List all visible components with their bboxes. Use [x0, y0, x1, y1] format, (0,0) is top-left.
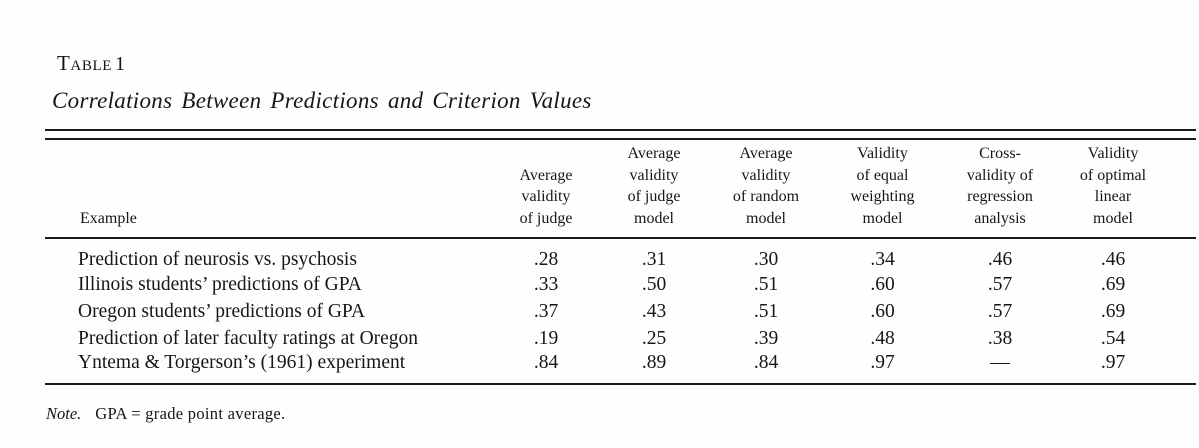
cell-value: .69 [1100, 273, 1126, 295]
cell-value: .25 [641, 327, 667, 349]
cell-value: .57 [987, 300, 1013, 322]
cell-value: .51 [753, 300, 779, 322]
cell-value: .60 [870, 273, 895, 295]
cell-value: .97 [870, 352, 895, 374]
cell-value: .89 [641, 352, 667, 374]
cell-value: .19 [533, 327, 559, 349]
column-header-cross-validity-of-regression-analysis: Cross- validity of regression analysis [942, 143, 1058, 240]
cell-value: .84 [753, 352, 779, 374]
table-row: Prediction of neurosis vs. psychosis .28… [45, 238, 1196, 271]
table-note: Note. GPA = grade point average. [46, 404, 285, 424]
cell-value: .43 [641, 300, 667, 322]
cell-value: .84 [533, 352, 559, 374]
cell-value: .31 [641, 249, 667, 271]
table-row: Illinois students’ predictions of GPA .3… [45, 271, 1196, 298]
row-label: Illinois students’ predictions of GPA [78, 273, 362, 295]
header-row: Example Average validity of judge Averag… [45, 143, 1196, 240]
row-label: Yntema & Torgerson’s (1961) experiment [78, 352, 406, 374]
table-body: Prediction of neurosis vs. psychosis .28… [45, 238, 1196, 384]
cell-value: .38 [987, 327, 1013, 349]
cell-value: .69 [1100, 300, 1126, 322]
column-header-average-validity-of-judge-model: Average validity of judge model [599, 143, 709, 240]
table-number: 1 [115, 53, 126, 75]
top-double-rule [45, 129, 1196, 140]
cell-value: .33 [533, 273, 559, 295]
row-label: Prediction of later faculty ratings at O… [78, 327, 419, 349]
cell-value: .57 [987, 273, 1013, 295]
cell-value: .28 [533, 249, 559, 271]
table-title: Correlations Between Predictions and Cri… [52, 88, 592, 113]
note-prefix: Note. [46, 404, 82, 423]
note-text: GPA = grade point average. [95, 404, 286, 423]
cell-value: .54 [1100, 327, 1126, 349]
column-header-validity-of-optimal-linear-model: Validity of optimal linear model [1058, 143, 1196, 240]
column-header-validity-of-equal-weighting-model: Validity of equal weighting model [823, 143, 942, 240]
cell-value: — [990, 352, 1010, 374]
cell-value: .60 [870, 300, 895, 322]
column-header-example: Example [45, 143, 493, 240]
cell-value: .30 [753, 249, 779, 271]
cell-value: .37 [533, 300, 559, 322]
table-label-word: Table [57, 51, 112, 75]
cell-value: .50 [641, 273, 667, 295]
row-label: Oregon students’ predictions of GPA [78, 300, 366, 322]
table-header: Example Average validity of judge Averag… [45, 143, 1196, 240]
column-header-average-validity-of-judge: Average validity of judge [493, 143, 599, 240]
cell-value: .46 [987, 249, 1013, 271]
row-label: Prediction of neurosis vs. psychosis [78, 249, 357, 271]
correlations-table: Example Average validity of judge Averag… [45, 143, 1196, 386]
column-header-average-validity-of-random-model: Average validity of random model [709, 143, 823, 240]
cell-value: .39 [753, 327, 779, 349]
cell-value: .97 [1100, 352, 1126, 374]
table-label: Table 1 [57, 51, 126, 76]
table-row: Yntema & Torgerson’s (1961) experiment .… [45, 352, 1196, 384]
table-row: Prediction of later faculty ratings at O… [45, 325, 1196, 352]
cell-value: .48 [870, 327, 895, 349]
cell-value: .34 [870, 249, 895, 271]
table-row: Oregon students’ predictions of GPA .37 … [45, 298, 1196, 325]
cell-value: .51 [753, 273, 779, 295]
cell-value: .46 [1100, 249, 1126, 271]
